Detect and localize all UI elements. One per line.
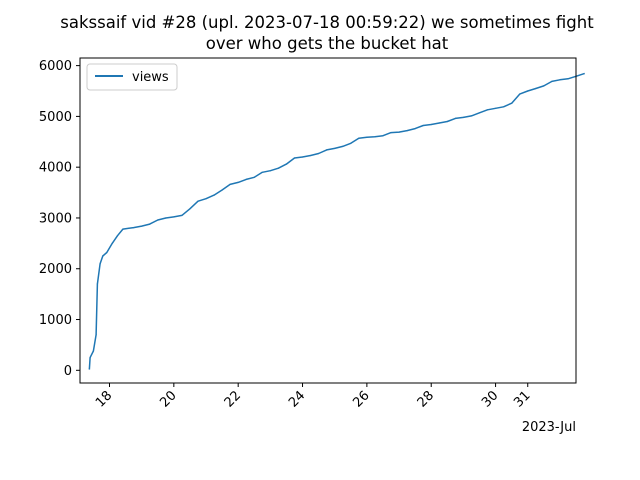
data-point xyxy=(277,167,279,169)
x-axis-offset-label: 2023-Jul xyxy=(522,420,576,435)
y-tick-label: 5000 xyxy=(39,110,72,125)
data-point xyxy=(342,145,344,147)
data-point xyxy=(551,80,553,82)
data-point xyxy=(583,73,585,75)
data-point xyxy=(470,115,472,117)
data-point xyxy=(205,198,207,200)
data-point xyxy=(495,107,497,109)
data-point xyxy=(462,116,464,118)
y-tick-label: 4000 xyxy=(39,161,72,176)
data-point xyxy=(237,181,239,183)
x-tick-label: 24 xyxy=(286,388,308,410)
data-point xyxy=(122,228,124,230)
data-point xyxy=(478,112,481,114)
data-point xyxy=(559,79,561,81)
data-point xyxy=(245,178,247,180)
data-point xyxy=(567,78,569,80)
data-point xyxy=(99,263,101,265)
data-point xyxy=(301,156,304,158)
data-point xyxy=(374,136,376,138)
x-tick-label: 20 xyxy=(157,388,179,410)
data-point xyxy=(197,200,199,202)
data-point xyxy=(543,85,545,87)
y-tick-label: 1000 xyxy=(39,313,72,328)
data-point xyxy=(454,117,456,119)
x-tick-label: 22 xyxy=(222,388,244,410)
data-point xyxy=(102,255,104,257)
data-point xyxy=(106,251,108,254)
data-point xyxy=(511,102,513,104)
x-tick-label: 31 xyxy=(511,388,533,410)
data-point xyxy=(229,183,231,185)
data-point xyxy=(141,225,143,227)
data-point xyxy=(414,128,416,130)
legend-label-views: views xyxy=(132,70,169,85)
data-point xyxy=(390,132,392,134)
data-point xyxy=(111,242,113,244)
data-point xyxy=(116,235,119,237)
y-axis: 0 1000 2000 3000 4000 5000 6000 xyxy=(39,59,80,379)
data-point xyxy=(358,137,360,139)
x-tick-label: 28 xyxy=(415,388,437,410)
axes-frame xyxy=(79,57,577,384)
chart-title: sakssaif vid #28 (upl. 2023-07-18 00:59:… xyxy=(60,13,594,53)
data-point xyxy=(253,176,255,178)
x-tick-label: 30 xyxy=(479,388,501,410)
data-point xyxy=(221,189,223,191)
series-line-views xyxy=(88,72,585,370)
chart-title-line-1: sakssaif vid #28 (upl. 2023-07-18 00:59:… xyxy=(60,13,594,32)
chart-title-line-2: over who gets the bucket hat xyxy=(206,34,449,53)
data-point xyxy=(149,223,151,225)
data-point xyxy=(438,122,440,124)
data-point xyxy=(527,90,529,92)
legend: views xyxy=(86,63,178,91)
data-point xyxy=(350,142,352,144)
x-axis: 18 20 22 24 26 28 30 31 xyxy=(93,383,534,411)
data-point xyxy=(293,157,296,159)
y-tick-label: 2000 xyxy=(39,262,72,277)
data-point xyxy=(318,152,320,155)
data-point xyxy=(430,123,432,126)
data-point xyxy=(95,334,97,336)
x-tick-label: 26 xyxy=(350,388,372,410)
data-point xyxy=(406,130,408,132)
data-point xyxy=(96,283,98,285)
data-point xyxy=(446,120,448,123)
data-point xyxy=(157,219,159,221)
data-point xyxy=(285,163,287,165)
data-point xyxy=(133,227,135,229)
data-point xyxy=(422,124,424,127)
data-point xyxy=(92,350,94,352)
data-point xyxy=(519,93,521,95)
data-point xyxy=(165,217,167,219)
data-point xyxy=(535,87,537,90)
data-point xyxy=(189,208,191,210)
y-tick-label: 6000 xyxy=(39,59,72,74)
plot-area xyxy=(88,72,585,370)
data-point xyxy=(261,171,263,173)
data-point xyxy=(366,136,368,138)
data-point xyxy=(503,106,505,108)
data-point xyxy=(326,149,328,151)
data-point xyxy=(173,216,175,218)
data-point xyxy=(89,357,91,359)
legend-box xyxy=(86,63,178,91)
data-point xyxy=(334,147,336,149)
data-point xyxy=(398,131,400,133)
x-tick-label: 18 xyxy=(93,388,115,410)
data-point xyxy=(310,154,312,157)
data-point xyxy=(382,135,384,137)
y-tick-label: 3000 xyxy=(39,211,72,226)
data-point xyxy=(269,170,271,172)
data-point xyxy=(486,109,489,111)
data-point xyxy=(181,214,183,216)
data-point xyxy=(88,368,90,370)
y-tick-label: 0 xyxy=(64,364,72,379)
data-point xyxy=(213,194,215,196)
